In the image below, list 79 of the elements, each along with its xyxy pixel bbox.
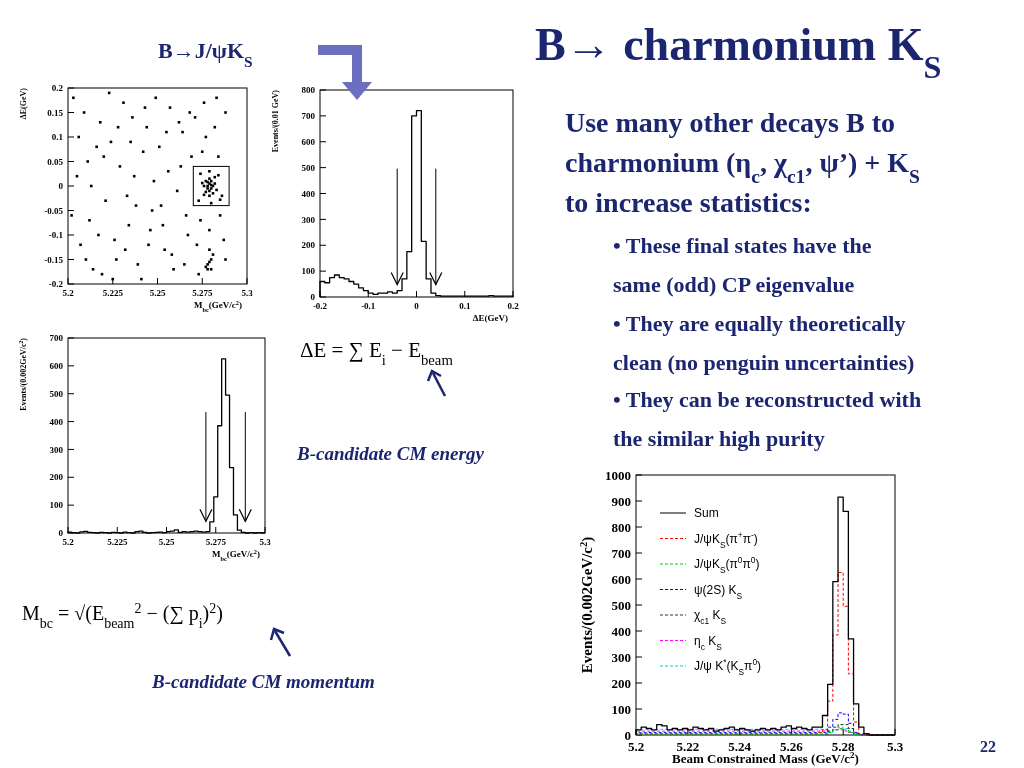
text: Use many other decays B to xyxy=(565,107,896,138)
y-tick-label: 400 xyxy=(49,416,64,427)
x-tick-label: 5.25 xyxy=(158,537,175,547)
text: charmonium (η$_{c}$, χ$_{c1}$, ψ’) + K$_{S}$ xyxy=(565,147,921,187)
x-tick-label: 5.3 xyxy=(259,537,272,547)
y-tick-label: 0.2 xyxy=(51,83,64,94)
y-tick-label: 200 xyxy=(49,472,64,483)
legend-label: χ$_{c1}$ K$_{S}$ xyxy=(694,608,727,626)
x-tick-label: -0.2 xyxy=(312,301,328,311)
y-tick-label: 800 xyxy=(301,85,316,96)
y-tick-label: 500 xyxy=(611,597,631,613)
text: B→J/ψK$_{S}$ xyxy=(158,38,253,70)
y-tick-label: -0.05 xyxy=(44,205,64,216)
text: same (odd) CP eigenvalue xyxy=(613,272,855,297)
y-tick-label: 400 xyxy=(301,188,316,199)
y-tick-label: 100 xyxy=(301,266,316,277)
y-tick-label: -0.15 xyxy=(44,254,64,265)
x-tick-label: 5.225 xyxy=(102,288,124,298)
y-tick-label: 700 xyxy=(49,333,64,344)
text: • They can be reconstructed with xyxy=(613,387,922,412)
y-tick-label: 500 xyxy=(301,162,316,173)
y-tick-label: 600 xyxy=(611,571,631,587)
text: B-candidate CM momentum xyxy=(151,671,375,692)
x-tick-label: -0.1 xyxy=(361,301,376,311)
x-tick-label: 5.275 xyxy=(192,288,213,298)
y-tick-label: 0.1 xyxy=(51,132,64,143)
x-tick-label: 5.2 xyxy=(62,537,75,547)
y-tick-label: 700 xyxy=(611,545,631,561)
x-tick-label: 5.225 xyxy=(107,537,128,547)
x-tick-label: 5.3 xyxy=(241,288,254,298)
x-tick-label: 0.2 xyxy=(507,301,520,311)
y-tick-label: 1000 xyxy=(605,467,631,483)
y-tick-label: 100 xyxy=(49,500,64,511)
text: clean (no penguin uncertainties) xyxy=(613,350,915,375)
x-tick-label: 5.3 xyxy=(886,739,904,754)
y-tick-label: 0.05 xyxy=(47,156,64,167)
text: to increase statistics: xyxy=(565,187,812,218)
x-tick-label: 0.1 xyxy=(459,301,471,311)
text: the similar high purity xyxy=(613,426,825,451)
y-tick-label: 300 xyxy=(301,214,316,225)
y-tick-label: 900 xyxy=(611,493,631,509)
x-axis-title: ΔE(GeV) xyxy=(472,313,508,323)
y-tick-label: 800 xyxy=(611,519,631,535)
legend-label: η$_{c}$ K$_{S}$ xyxy=(694,633,723,652)
text: B-candidate CM energy xyxy=(296,443,485,464)
y-tick-label: 500 xyxy=(49,388,64,399)
y-tick-label: 0.15 xyxy=(47,107,64,118)
y-tick-label: -0.2 xyxy=(48,279,64,290)
y-tick-label: 600 xyxy=(301,136,316,147)
text: • These final states have the xyxy=(613,233,872,258)
text: M$_{bc}$ = √(E$_{beam}$$^{2}$ − (∑ p$_{i}$)$^{2}$) xyxy=(22,600,223,631)
text: 22 xyxy=(980,738,996,755)
text: ΔE = ∑ E$_{i}$ − E$_{beam}$ xyxy=(300,338,454,368)
y-axis-title: ΔE(GeV) xyxy=(19,87,28,120)
legend-label: J/ψK$_{S}$(π$^{+}$π$^{-}$) xyxy=(694,529,758,550)
text: B→ charmonium K$_{S}$ xyxy=(535,19,942,85)
legend-label: Sum xyxy=(694,506,719,520)
y-tick-label: -0.1 xyxy=(48,230,64,241)
y-tick-label: 100 xyxy=(611,701,631,717)
x-axis-title: M$_{bc}$(GeV/c$^{2}$) xyxy=(194,298,242,313)
legend-label: ψ(2S) K$_{S}$ xyxy=(694,582,743,601)
text: • They are equally theoretically xyxy=(613,311,906,336)
y-tick-label: 600 xyxy=(49,361,64,372)
legend-label: J/ψK$_{S}$(π$^{0}$π$^{0}$) xyxy=(694,555,760,575)
y-tick-label: 0 xyxy=(58,528,64,539)
y-tick-label: 400 xyxy=(611,623,631,639)
y-tick-label: 200 xyxy=(301,240,316,251)
legend-label: J/ψ K$^{*}$(K$_{S}$π$^{0}$) xyxy=(694,657,762,677)
y-tick-label: 0 xyxy=(58,181,64,192)
x-tick-label: 5.275 xyxy=(205,537,227,547)
x-tick-label: 5.25 xyxy=(149,288,166,298)
x-tick-label: 0 xyxy=(414,301,420,311)
y-tick-label: 700 xyxy=(301,111,316,122)
x-axis-title: M$_{bc}$(GeV/c$^{2}$) xyxy=(212,547,260,562)
y-tick-label: 300 xyxy=(611,649,631,665)
x-tick-label: 5.2 xyxy=(62,288,75,298)
y-tick-label: 200 xyxy=(611,675,631,691)
y-tick-label: 300 xyxy=(49,444,64,455)
y-axis-title: Events/(0.01 GeV) xyxy=(271,89,280,153)
